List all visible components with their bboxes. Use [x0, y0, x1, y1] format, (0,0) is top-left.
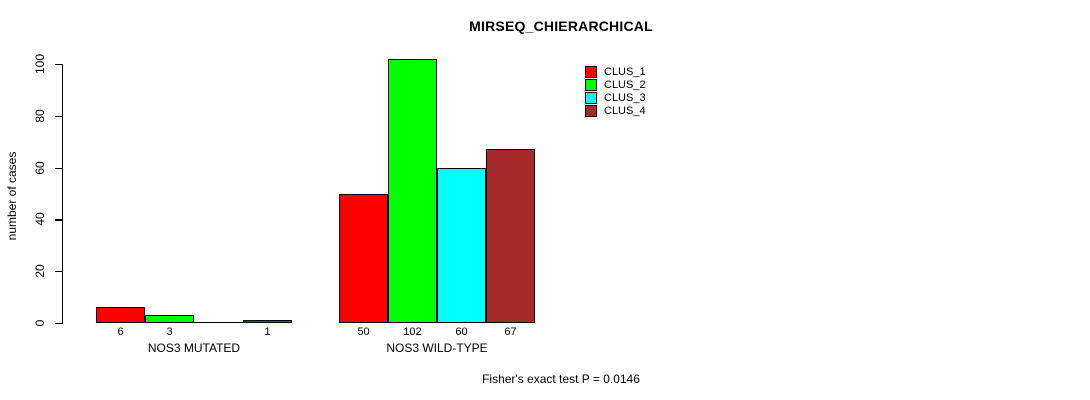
bar-value-label: 50 [357, 326, 370, 338]
bar-value-label: 3 [166, 326, 173, 338]
bar-CLUS_3-nos3-wild-type [437, 167, 486, 323]
y-tick [55, 115, 63, 117]
y-tick [55, 271, 63, 273]
chart-title: MIRSEQ_CHIERARCHICAL [469, 18, 653, 34]
annotation-text: Fisher's exact test P = 0.0146 [482, 372, 640, 386]
bar-value-label: 67 [504, 326, 517, 338]
legend-label-clus_2: CLUS_2 [604, 79, 646, 91]
bar-CLUS_4-nos3-wild-type [486, 149, 535, 323]
legend-swatch-clus_3 [585, 92, 597, 104]
legend-swatch-clus_4 [585, 105, 597, 117]
group-label-nos3-wild-type: NOS3 WILD-TYPE [386, 341, 488, 355]
y-axis-line [62, 64, 64, 324]
y-axis-label: number of cases [5, 151, 19, 241]
legend-swatch-clus_2 [585, 79, 597, 91]
y-tick-label: 60 [33, 160, 47, 175]
y-tick-label: 0 [33, 319, 47, 327]
bar-CLUS_2-nos3-wild-type [388, 58, 437, 323]
y-tick-label: 20 [33, 264, 47, 278]
bar-value-label: 60 [455, 326, 468, 338]
bar-CLUS_1-nos3-mutated [96, 307, 145, 323]
y-tick-label: 80 [33, 109, 47, 123]
legend-swatch-clus_1 [585, 66, 597, 78]
y-tick [55, 167, 63, 169]
bar-value-label: 102 [403, 326, 422, 338]
legend-label-clus_1: CLUS_1 [604, 66, 646, 78]
legend-label-clus_4: CLUS_4 [604, 105, 646, 117]
bar-CLUS_3-nos3-mutated [194, 321, 243, 323]
y-tick-label: 40 [33, 212, 47, 227]
group-label-nos3-mutated: NOS3 MUTATED [147, 341, 241, 355]
bar-CLUS_2-nos3-mutated [145, 315, 194, 323]
bar-CLUS_1-nos3-wild-type [339, 193, 388, 323]
y-tick-label: 100 [33, 53, 47, 75]
bar-CLUS_4-nos3-mutated [243, 320, 292, 323]
y-tick [55, 323, 63, 325]
y-tick [55, 219, 63, 221]
bar-value-label: 1 [264, 326, 271, 338]
legend-label-clus_3: CLUS_3 [604, 92, 646, 104]
bar-value-label: 6 [117, 326, 124, 338]
y-tick [55, 64, 63, 66]
